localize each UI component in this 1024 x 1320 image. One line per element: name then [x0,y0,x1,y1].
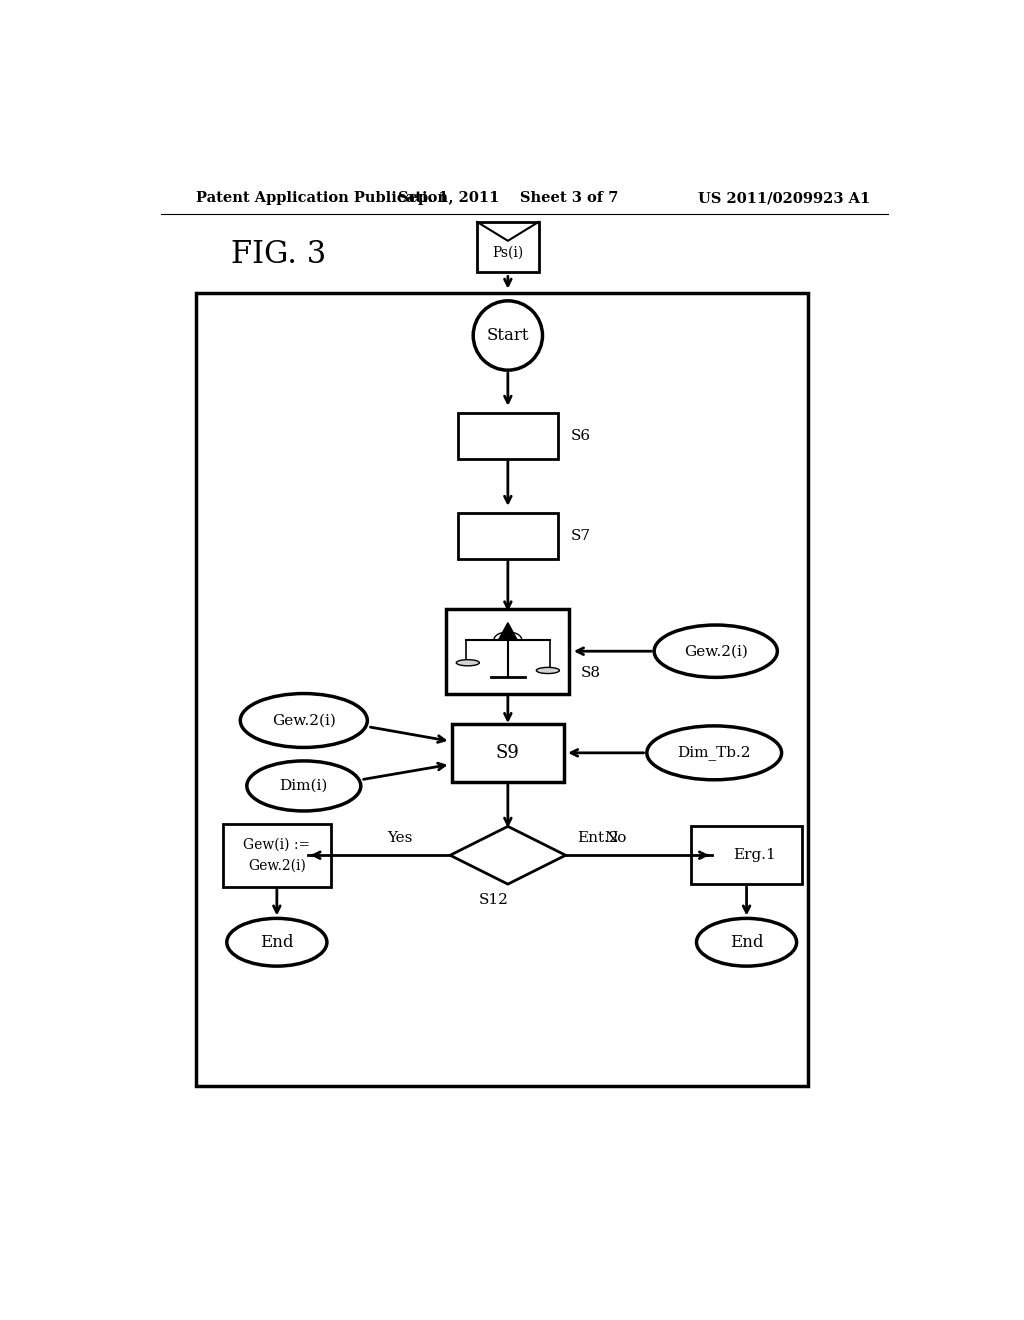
Text: Ent.2: Ent.2 [578,832,618,845]
Ellipse shape [537,668,559,673]
Polygon shape [499,623,517,640]
Text: Gew.2(i): Gew.2(i) [272,714,336,727]
Text: FIG. 3: FIG. 3 [230,239,326,271]
FancyBboxPatch shape [452,723,563,781]
Ellipse shape [654,626,777,677]
Text: S12: S12 [479,892,509,907]
Text: End: End [730,933,763,950]
Text: Start: Start [486,327,529,345]
Text: Dim(i): Dim(i) [280,779,328,793]
Ellipse shape [226,919,327,966]
Text: Dim_Tb.2: Dim_Tb.2 [678,746,751,760]
Text: Gew(i) :=: Gew(i) := [244,837,310,851]
FancyBboxPatch shape [477,222,539,272]
Text: S9: S9 [496,744,520,762]
Text: Gew.2(i): Gew.2(i) [684,644,748,659]
Text: S8: S8 [581,665,601,680]
FancyBboxPatch shape [458,512,558,558]
Text: No: No [604,832,627,845]
Text: Patent Application Publication: Patent Application Publication [196,191,449,206]
Text: Sep. 1, 2011    Sheet 3 of 7: Sep. 1, 2011 Sheet 3 of 7 [397,191,618,206]
FancyBboxPatch shape [446,609,569,693]
FancyBboxPatch shape [223,824,331,887]
Text: S7: S7 [571,529,591,543]
Ellipse shape [247,760,360,810]
FancyBboxPatch shape [691,826,803,884]
Ellipse shape [647,726,781,780]
FancyBboxPatch shape [196,293,808,1086]
Polygon shape [451,826,565,884]
Text: Yes: Yes [387,832,413,845]
Text: End: End [260,933,294,950]
Text: S6: S6 [571,429,591,442]
Text: US 2011/0209923 A1: US 2011/0209923 A1 [697,191,869,206]
FancyBboxPatch shape [458,412,558,459]
Ellipse shape [457,660,479,665]
Text: Erg.1: Erg.1 [733,849,775,862]
Ellipse shape [241,693,368,747]
Text: Gew.2(i): Gew.2(i) [248,859,306,873]
Circle shape [473,301,543,370]
Text: Ps(i): Ps(i) [493,246,523,260]
Ellipse shape [696,919,797,966]
